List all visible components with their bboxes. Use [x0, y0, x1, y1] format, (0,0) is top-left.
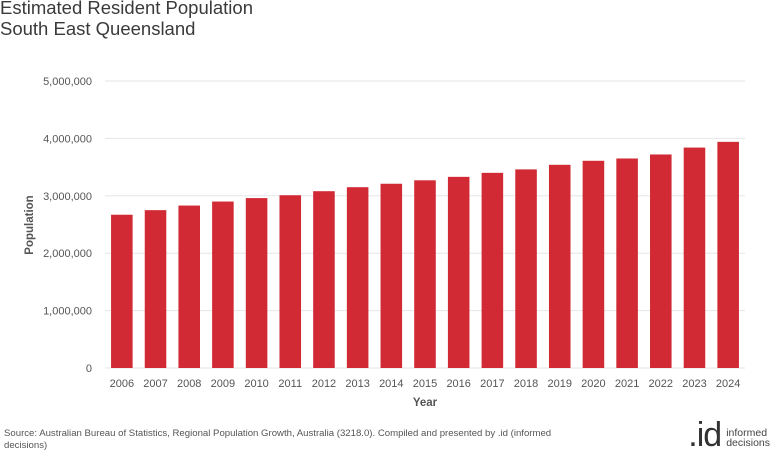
x-axis-ticks: 2006 2007 2008 2009 2010 2011 2012 2013 2014 2015… [110, 378, 741, 390]
x-tick-label: 2010 [244, 378, 268, 390]
y-tick-label: 0 [86, 363, 92, 375]
bar-2024[interactable] [717, 141, 739, 368]
x-tick-label: 2022 [649, 378, 673, 390]
x-tick-label: 2007 [143, 378, 167, 390]
bar-2015[interactable] [414, 180, 436, 368]
bar-2008[interactable] [178, 205, 200, 368]
logo-text: informed decisions [726, 422, 770, 449]
bar-2006[interactable] [111, 214, 133, 368]
x-tick-label: 2009 [211, 378, 235, 390]
x-tick-label: 2021 [615, 378, 639, 390]
x-tick-label: 2019 [547, 378, 571, 390]
x-tick-label: 2013 [345, 378, 369, 390]
bar-2013[interactable] [346, 187, 369, 368]
bar-2011[interactable] [279, 195, 302, 368]
x-tick-label: 2011 [278, 378, 302, 390]
id-logo: .id informed decisions [688, 418, 770, 452]
logo-text-line-2: decisions [726, 437, 770, 449]
y-tick-label: 3,000,000 [43, 191, 92, 203]
y-axis-label: Population [24, 195, 36, 254]
y-tick-label: 1,000,000 [43, 306, 92, 318]
logo-mark: .id [688, 416, 722, 454]
logo-text-line-1: informed [726, 427, 768, 439]
x-tick-label: 2008 [177, 378, 201, 390]
x-tick-label: 2006 [110, 378, 134, 390]
bar-2009[interactable] [212, 201, 234, 368]
bar-2017[interactable] [481, 172, 504, 368]
x-tick-label: 2016 [446, 378, 470, 390]
y-tick-label: 5,000,000 [43, 76, 92, 88]
bars [111, 141, 739, 368]
x-tick-label: 2014 [379, 378, 403, 390]
bar-2018[interactable] [515, 169, 537, 368]
bar-2014[interactable] [380, 183, 403, 368]
bar-2022[interactable] [650, 154, 672, 368]
x-tick-label: 2020 [581, 378, 605, 390]
x-tick-label: 2015 [413, 378, 437, 390]
y-axis-ticks: 0 1,000,000 2,000,000 3,000,000 4,000,000 5,0… [43, 76, 92, 375]
x-tick-label: 2012 [312, 378, 336, 390]
chart-title-line-1: Estimated Resident Population [0, 0, 253, 18]
bar-2023[interactable] [683, 147, 706, 368]
x-tick-label: 2017 [480, 378, 504, 390]
bar-2012[interactable] [313, 191, 335, 368]
y-tick-label: 4,000,000 [43, 133, 92, 145]
chart-title: Estimated Resident Population South East… [0, 0, 253, 39]
bar-2007[interactable] [144, 210, 167, 368]
x-axis-label: Year [413, 397, 438, 409]
bar-2021[interactable] [616, 158, 638, 368]
chart-title-line-2: South East Queensland [0, 18, 196, 39]
x-tick-label: 2024 [716, 378, 740, 390]
bar-2020[interactable] [582, 160, 605, 368]
bar-2010[interactable] [245, 198, 268, 368]
x-tick-label: 2023 [682, 378, 706, 390]
source-note: Source: Australian Bureau of Statistics,… [4, 428, 552, 451]
bar-2016[interactable] [447, 176, 470, 368]
y-tick-label: 2,000,000 [43, 248, 92, 260]
bar-2019[interactable] [548, 164, 571, 368]
x-tick-label: 2018 [514, 378, 538, 390]
